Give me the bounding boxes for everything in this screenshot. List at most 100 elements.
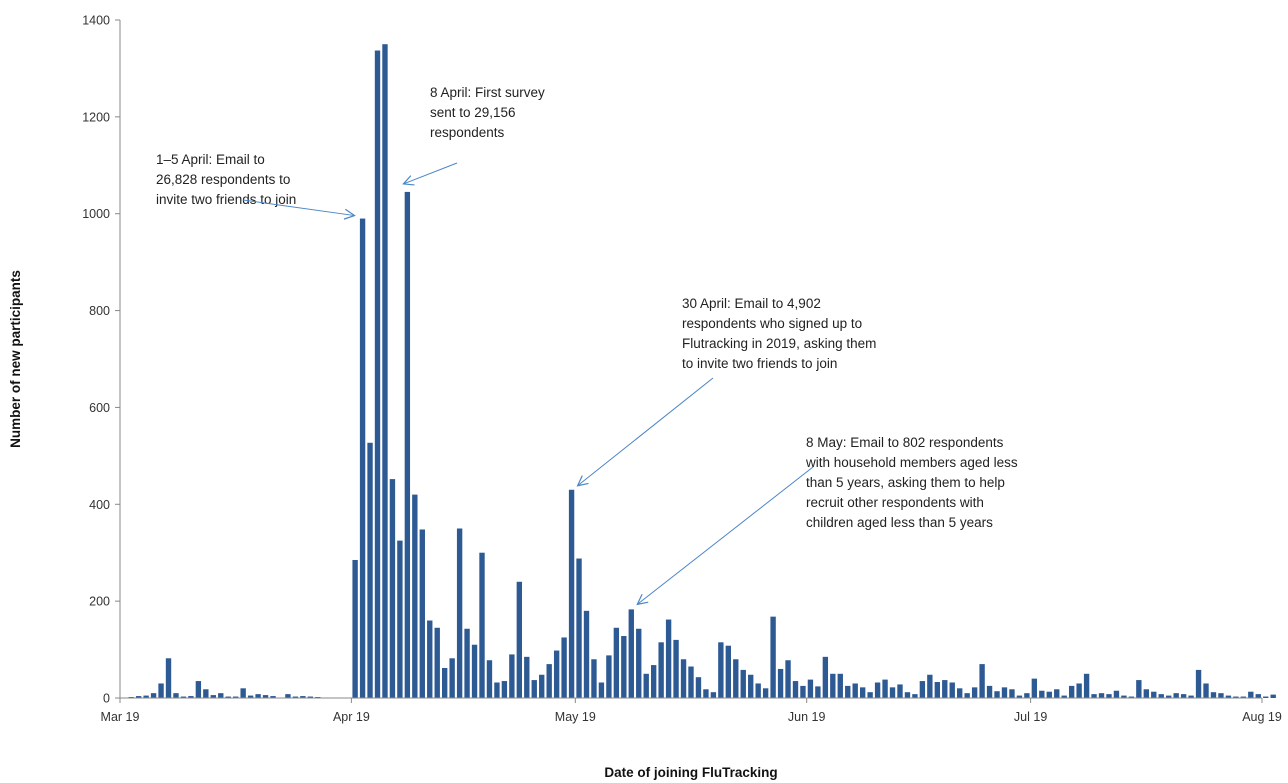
bar xyxy=(389,479,396,698)
bar xyxy=(703,689,709,698)
x-tick-label: May 19 xyxy=(555,710,596,724)
bar xyxy=(374,50,381,698)
annotation-line: Flutracking in 2019, asking them xyxy=(682,336,876,351)
annotation-arrow xyxy=(403,162,458,184)
bar xyxy=(494,682,500,698)
bar xyxy=(1210,692,1217,698)
bar xyxy=(539,674,545,698)
bar xyxy=(583,610,590,698)
y-tick-label: 400 xyxy=(89,498,110,512)
bar xyxy=(971,687,978,698)
x-tick-label: Jun 19 xyxy=(788,710,826,724)
y-tick-label: 800 xyxy=(89,304,110,318)
bar xyxy=(509,654,515,698)
annotation-text: 1–5 April: Email to 26,828 respondents to… xyxy=(156,152,296,207)
bar xyxy=(1136,680,1142,698)
bar xyxy=(412,494,418,698)
bar xyxy=(882,679,888,698)
bar xyxy=(1039,690,1045,698)
bar xyxy=(770,616,776,698)
bar xyxy=(1225,695,1232,698)
bar xyxy=(240,688,246,698)
bar xyxy=(643,673,649,698)
bar xyxy=(1188,695,1194,698)
bar xyxy=(710,692,717,698)
bar xyxy=(1046,691,1052,698)
bar xyxy=(203,689,209,698)
bar xyxy=(1173,693,1179,698)
bar xyxy=(792,681,799,698)
bar xyxy=(270,696,276,698)
bar xyxy=(531,680,537,698)
bar xyxy=(837,673,843,698)
annotation-arrow xyxy=(578,377,714,486)
annotation-text: 8 May: Email to 802 respondents with hous… xyxy=(805,435,1018,530)
bar xyxy=(1203,683,1209,698)
bar xyxy=(628,609,634,698)
annotation-line: 30 April: Email to 4,902 xyxy=(682,296,821,311)
bar xyxy=(613,627,620,698)
bar xyxy=(688,666,694,698)
y-tick-label: 1200 xyxy=(82,110,110,124)
annotation-line: 1–5 April: Email to xyxy=(156,152,265,167)
bar xyxy=(218,693,224,698)
bar xyxy=(233,696,239,698)
bar xyxy=(665,619,672,698)
bar xyxy=(718,642,724,698)
bar xyxy=(546,664,552,698)
bar xyxy=(1076,683,1082,698)
bar xyxy=(1106,694,1112,698)
bar xyxy=(904,692,911,698)
bar xyxy=(479,552,485,698)
bar xyxy=(449,658,455,698)
annotation-line: than 5 years, asking them to help xyxy=(806,475,1005,490)
bar xyxy=(210,695,216,698)
bar xyxy=(1001,687,1008,698)
bar xyxy=(553,650,560,698)
annotation-line: sent to 29,156 xyxy=(430,105,516,120)
bar xyxy=(621,636,627,698)
bar xyxy=(591,659,597,698)
bar xyxy=(255,694,261,698)
bar xyxy=(740,669,746,698)
bar xyxy=(397,540,403,698)
bar xyxy=(658,642,664,698)
bar xyxy=(942,680,948,698)
bar xyxy=(1031,678,1038,698)
bar xyxy=(165,658,172,698)
bar xyxy=(300,696,306,698)
bar xyxy=(188,696,194,698)
annotation-line: respondents xyxy=(430,125,505,140)
bar xyxy=(516,581,523,698)
y-tick-label: 1400 xyxy=(82,14,110,28)
bar xyxy=(173,693,179,698)
bar xyxy=(636,628,642,698)
bar xyxy=(949,682,955,698)
bar xyxy=(800,685,806,698)
bar xyxy=(1098,693,1105,698)
bar xyxy=(524,656,530,698)
axes-group xyxy=(119,20,1262,699)
bar xyxy=(158,683,164,698)
annotation: 1–5 April: Email to 26,828 respondents to… xyxy=(156,152,355,216)
bar xyxy=(874,682,881,698)
bar xyxy=(762,688,769,698)
annotation-line: respondents who signed up to xyxy=(682,316,862,331)
bar xyxy=(1024,693,1030,698)
bar xyxy=(292,696,299,698)
bar xyxy=(486,660,493,698)
annotation-line: with household members aged less xyxy=(805,455,1018,470)
annotation: 8 May: Email to 802 respondents with hous… xyxy=(637,435,1018,604)
x-tick-label: Apr 19 xyxy=(333,710,370,724)
bar xyxy=(464,628,470,698)
annotation-line: 26,828 respondents to xyxy=(156,172,290,187)
bar xyxy=(367,442,373,698)
bar xyxy=(859,687,866,698)
bar xyxy=(725,645,731,698)
bar xyxy=(815,686,821,698)
bar xyxy=(1143,689,1149,698)
bar xyxy=(561,637,567,698)
y-tick-label: 600 xyxy=(89,401,110,415)
bar xyxy=(1151,691,1157,698)
